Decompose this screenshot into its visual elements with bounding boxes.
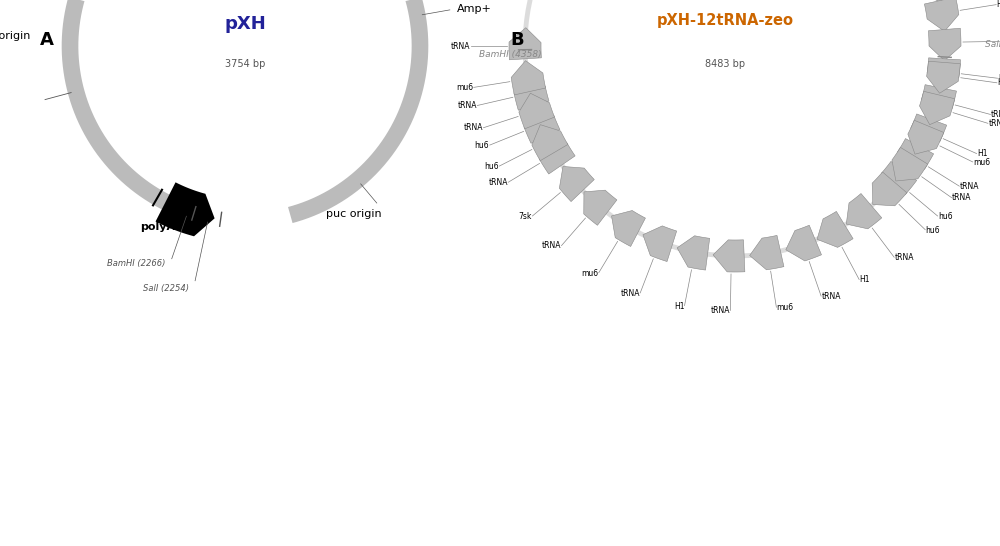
Text: 8483 bp: 8483 bp [705,59,745,69]
Polygon shape [713,240,745,272]
Text: mu6: mu6 [456,83,473,92]
Polygon shape [927,58,961,90]
Polygon shape [612,211,645,246]
Polygon shape [911,114,947,148]
Text: tRNA: tRNA [711,306,730,316]
Polygon shape [519,93,554,129]
Polygon shape [539,138,575,174]
Text: H1: H1 [977,149,988,158]
Polygon shape [786,225,821,261]
Polygon shape [677,236,710,270]
Polygon shape [898,139,934,173]
Text: pXH-12tRNA-zeo: pXH-12tRNA-zeo [656,14,794,28]
Polygon shape [921,85,956,118]
Text: mu6: mu6 [973,158,990,167]
Polygon shape [524,108,560,143]
Text: f1 origin: f1 origin [0,31,30,41]
Polygon shape [881,162,917,194]
Polygon shape [917,0,952,2]
Polygon shape [584,190,617,225]
Text: puc origin: puc origin [326,209,382,219]
Text: hu6: hu6 [484,162,499,171]
Text: BamHI (4358): BamHI (4358) [479,50,541,59]
Text: tRNA: tRNA [894,253,914,262]
Polygon shape [511,61,546,95]
Text: hu6: hu6 [475,141,489,150]
Text: tRNA: tRNA [463,123,483,132]
Polygon shape [920,91,955,124]
Polygon shape [559,167,594,201]
Text: tRNA: tRNA [621,289,640,298]
Text: B: B [510,31,524,49]
Text: BamHI (2266): BamHI (2266) [107,259,165,268]
Polygon shape [908,120,944,154]
Text: H1: H1 [997,79,1000,87]
Text: tRNA: tRNA [450,41,470,50]
Text: polyA: polyA [140,222,176,232]
Text: Amp+: Amp+ [457,4,492,14]
Text: hu6: hu6 [938,212,953,221]
Polygon shape [817,211,853,247]
Polygon shape [532,124,568,161]
Polygon shape [924,0,959,31]
Polygon shape [514,75,549,110]
Text: 7sk: 7sk [519,212,532,221]
Text: tRNA: tRNA [988,119,1000,128]
Text: tRNA: tRNA [488,178,508,187]
Polygon shape [509,28,541,60]
Polygon shape [892,147,928,181]
Text: SalI (2254): SalI (2254) [985,40,1000,49]
Polygon shape [750,235,784,270]
Text: tRNA: tRNA [991,110,1000,119]
Text: tRNA: tRNA [457,101,477,110]
Text: H1: H1 [859,276,870,284]
Text: tRNA: tRNA [952,193,972,203]
Text: H1: H1 [674,301,684,311]
Text: H1: H1 [997,0,1000,9]
Text: hu6: hu6 [998,74,1000,83]
Polygon shape [927,61,960,93]
Text: tRNA: tRNA [821,292,841,301]
Polygon shape [846,193,882,229]
Text: tRNA: tRNA [960,182,979,191]
Text: 3754 bp: 3754 bp [225,59,265,69]
Text: mu6: mu6 [581,269,599,278]
Polygon shape [156,182,215,236]
Polygon shape [872,172,907,206]
Polygon shape [928,28,961,61]
Text: tRNA: tRNA [542,241,561,251]
Text: SalI (2254): SalI (2254) [143,284,189,293]
Text: A: A [40,31,54,49]
Text: pXH: pXH [224,15,266,33]
Text: mu6: mu6 [776,303,794,312]
Polygon shape [643,226,677,262]
Text: hu6: hu6 [926,225,940,235]
